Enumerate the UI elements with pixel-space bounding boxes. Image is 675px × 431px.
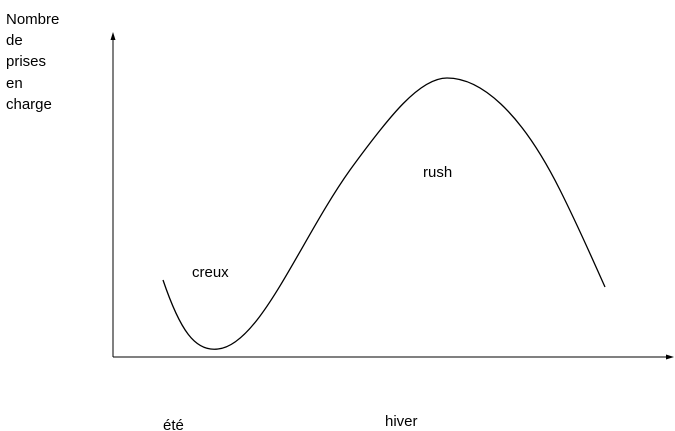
curve xyxy=(162,77,606,350)
y-label-line: en xyxy=(6,75,23,92)
x-label: été xyxy=(163,417,184,431)
y-label-line: prises xyxy=(6,53,46,70)
y-arrow xyxy=(110,32,116,40)
y-label-line: Nombre xyxy=(6,11,59,28)
x-arrow xyxy=(666,354,674,360)
x-label: hiver xyxy=(385,413,418,430)
y-label-line: charge xyxy=(6,96,52,113)
curve-label: creux xyxy=(192,264,229,281)
curve-label: rush xyxy=(423,164,452,181)
y-label-line: de xyxy=(6,32,23,49)
